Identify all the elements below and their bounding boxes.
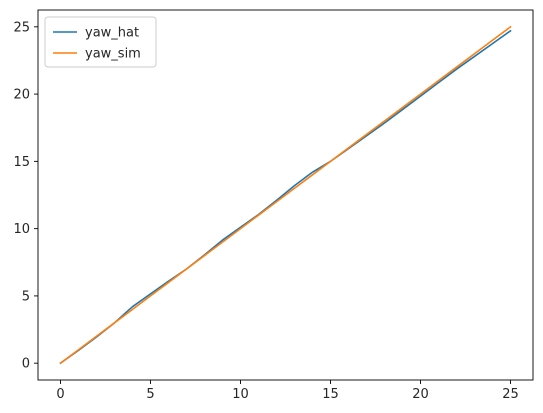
legend-label-yaw-hat: yaw_hat xyxy=(85,26,139,41)
y-tick-label: 25 xyxy=(13,20,30,35)
y-tick-label: 0 xyxy=(22,357,30,372)
y-tick-label: 20 xyxy=(13,88,30,103)
y-tick-label: 5 xyxy=(22,289,30,304)
legend: yaw_hat yaw_sim xyxy=(44,16,157,68)
axes-layer: 0 5 10 15 20 25 0 5 10 15 20 25 xyxy=(13,9,534,402)
series-line-yaw-sim xyxy=(59,25,512,365)
y-tick-label: 10 xyxy=(13,222,30,237)
series-layer xyxy=(59,25,512,365)
x-tick-label: 20 xyxy=(412,387,429,402)
x-tick-label: 10 xyxy=(232,387,249,402)
x-tick-label: 5 xyxy=(146,387,154,402)
y-tick-label: 15 xyxy=(13,155,30,170)
x-tick-label: 15 xyxy=(322,387,339,402)
legend-label-yaw-sim: yaw_sim xyxy=(85,47,141,62)
x-tick-label: 25 xyxy=(502,387,519,402)
legend-frame xyxy=(44,16,157,68)
x-tick-label: 0 xyxy=(56,387,64,402)
series-line-yaw-hat xyxy=(59,29,512,365)
axes-frame xyxy=(37,9,534,381)
